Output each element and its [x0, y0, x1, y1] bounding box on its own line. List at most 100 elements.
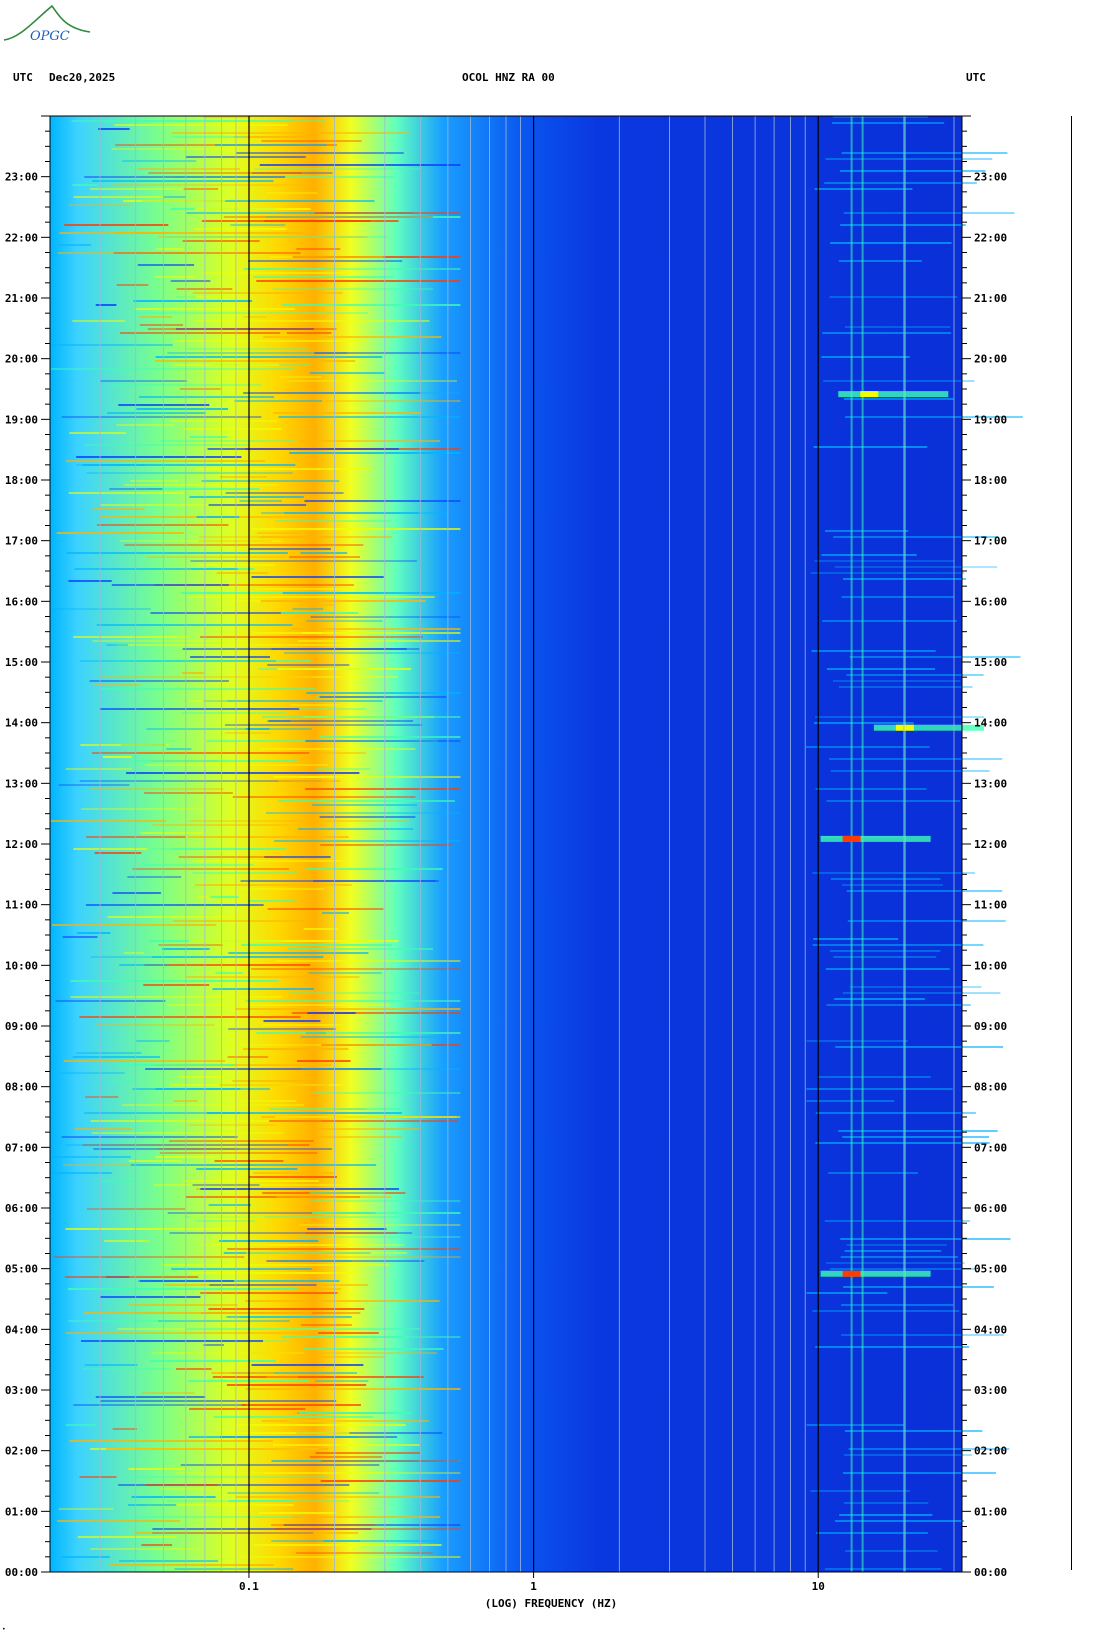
noise-streak: [227, 1248, 461, 1250]
hf-streak: [810, 572, 965, 574]
noise-streak: [139, 1280, 234, 1282]
event-mark: [842, 835, 861, 842]
noise-streak: [212, 988, 315, 990]
noise-streak: [291, 392, 461, 394]
noise-streak: [116, 424, 175, 426]
noise-streak: [124, 484, 279, 486]
noise-streak: [172, 920, 308, 922]
noise-streak: [100, 380, 188, 382]
y-tick-label-left: 08:00: [5, 1081, 38, 1094]
noise-streak: [57, 244, 92, 246]
y-tick-label-left: 22:00: [5, 231, 38, 244]
noise-streak: [184, 1216, 407, 1218]
noise-streak: [149, 1360, 276, 1362]
noise-streak: [287, 948, 433, 950]
noise-streak: [93, 684, 141, 686]
noise-streak: [271, 1524, 376, 1526]
noise-streak: [320, 1460, 460, 1462]
noise-streak: [282, 592, 461, 594]
noise-streak: [120, 540, 282, 542]
noise-streak: [128, 1304, 238, 1306]
noise-streak: [112, 384, 261, 386]
hf-streak: [821, 356, 910, 358]
y-tick-label-left: 17:00: [5, 535, 38, 548]
noise-streak: [206, 740, 438, 742]
noise-streak: [301, 632, 461, 634]
noise-streak: [166, 1500, 350, 1502]
noise-streak: [318, 1332, 379, 1334]
noise-streak: [144, 864, 254, 866]
noise-streak: [273, 776, 338, 778]
noise-streak: [52, 1156, 131, 1158]
noise-streak: [256, 532, 299, 534]
hf-streak: [831, 878, 941, 880]
noise-streak: [94, 852, 142, 854]
noise-streak: [97, 524, 229, 526]
noise-streak: [162, 1264, 390, 1266]
noise-streak: [316, 528, 378, 530]
hf-streak: [812, 944, 984, 946]
noise-streak: [186, 976, 360, 978]
noise-streak: [300, 552, 348, 554]
noise-streak: [226, 1384, 367, 1386]
noise-streak: [61, 1136, 238, 1138]
noise-streak: [231, 1372, 357, 1374]
noise-streak: [280, 612, 359, 614]
noise-streak: [183, 188, 219, 190]
y-tick-label-left: 10:00: [5, 959, 38, 972]
noise-streak: [130, 480, 179, 482]
hf-streak: [815, 1346, 970, 1348]
noise-streak: [189, 1216, 265, 1218]
noise-streak: [53, 1256, 245, 1258]
noise-streak: [303, 1348, 444, 1350]
noise-streak: [306, 620, 383, 622]
noise-streak: [160, 1488, 224, 1490]
noise-streak: [169, 1140, 314, 1142]
noise-streak: [112, 892, 161, 894]
noise-streak: [289, 556, 360, 558]
noise-streak: [119, 964, 168, 966]
noise-streak: [70, 980, 279, 982]
y-tick-label-left: 07:00: [5, 1141, 38, 1154]
noise-streak: [99, 676, 312, 678]
noise-streak: [299, 440, 441, 442]
noise-streak: [128, 1504, 177, 1506]
hf-streak: [834, 1520, 965, 1522]
hf-streak: [813, 938, 899, 940]
noise-streak: [223, 1252, 371, 1254]
hf-streak: [815, 716, 984, 718]
tonal-line: [903, 116, 906, 1572]
noise-streak: [247, 900, 295, 902]
noise-streak: [260, 748, 416, 750]
y-tick-label-right: 12:00: [974, 838, 1007, 851]
noise-streak: [228, 1500, 293, 1502]
noise-streak: [298, 640, 461, 642]
noise-streak: [251, 576, 384, 578]
noise-streak: [296, 248, 341, 250]
noise-streak: [145, 764, 329, 766]
noise-streak: [140, 832, 205, 834]
y-tick-label-right: 01:00: [974, 1505, 1007, 1518]
noise-streak: [232, 1080, 309, 1082]
hf-streak: [815, 1142, 990, 1144]
noise-streak: [188, 1124, 277, 1126]
hf-streak: [845, 326, 951, 328]
y-tick-label-right: 13:00: [974, 777, 1007, 790]
noise-streak: [111, 584, 229, 586]
noise-streak: [82, 1144, 310, 1146]
noise-streak: [170, 280, 211, 282]
hf-streak: [812, 872, 976, 874]
noise-streak: [242, 1556, 461, 1558]
hf-streak: [826, 668, 936, 670]
noise-streak: [254, 168, 421, 170]
noise-streak: [166, 748, 192, 750]
noise-streak: [124, 544, 364, 546]
y-tick-label-left: 23:00: [5, 171, 38, 184]
hf-streak: [806, 1292, 888, 1294]
noise-streak: [70, 996, 282, 998]
x-tick-label: 10: [812, 1580, 825, 1593]
hf-streak: [847, 920, 1006, 922]
noise-streak: [60, 1072, 125, 1074]
opgc-logo-icon: OPGC: [0, 0, 100, 46]
noise-streak: [213, 1416, 374, 1418]
